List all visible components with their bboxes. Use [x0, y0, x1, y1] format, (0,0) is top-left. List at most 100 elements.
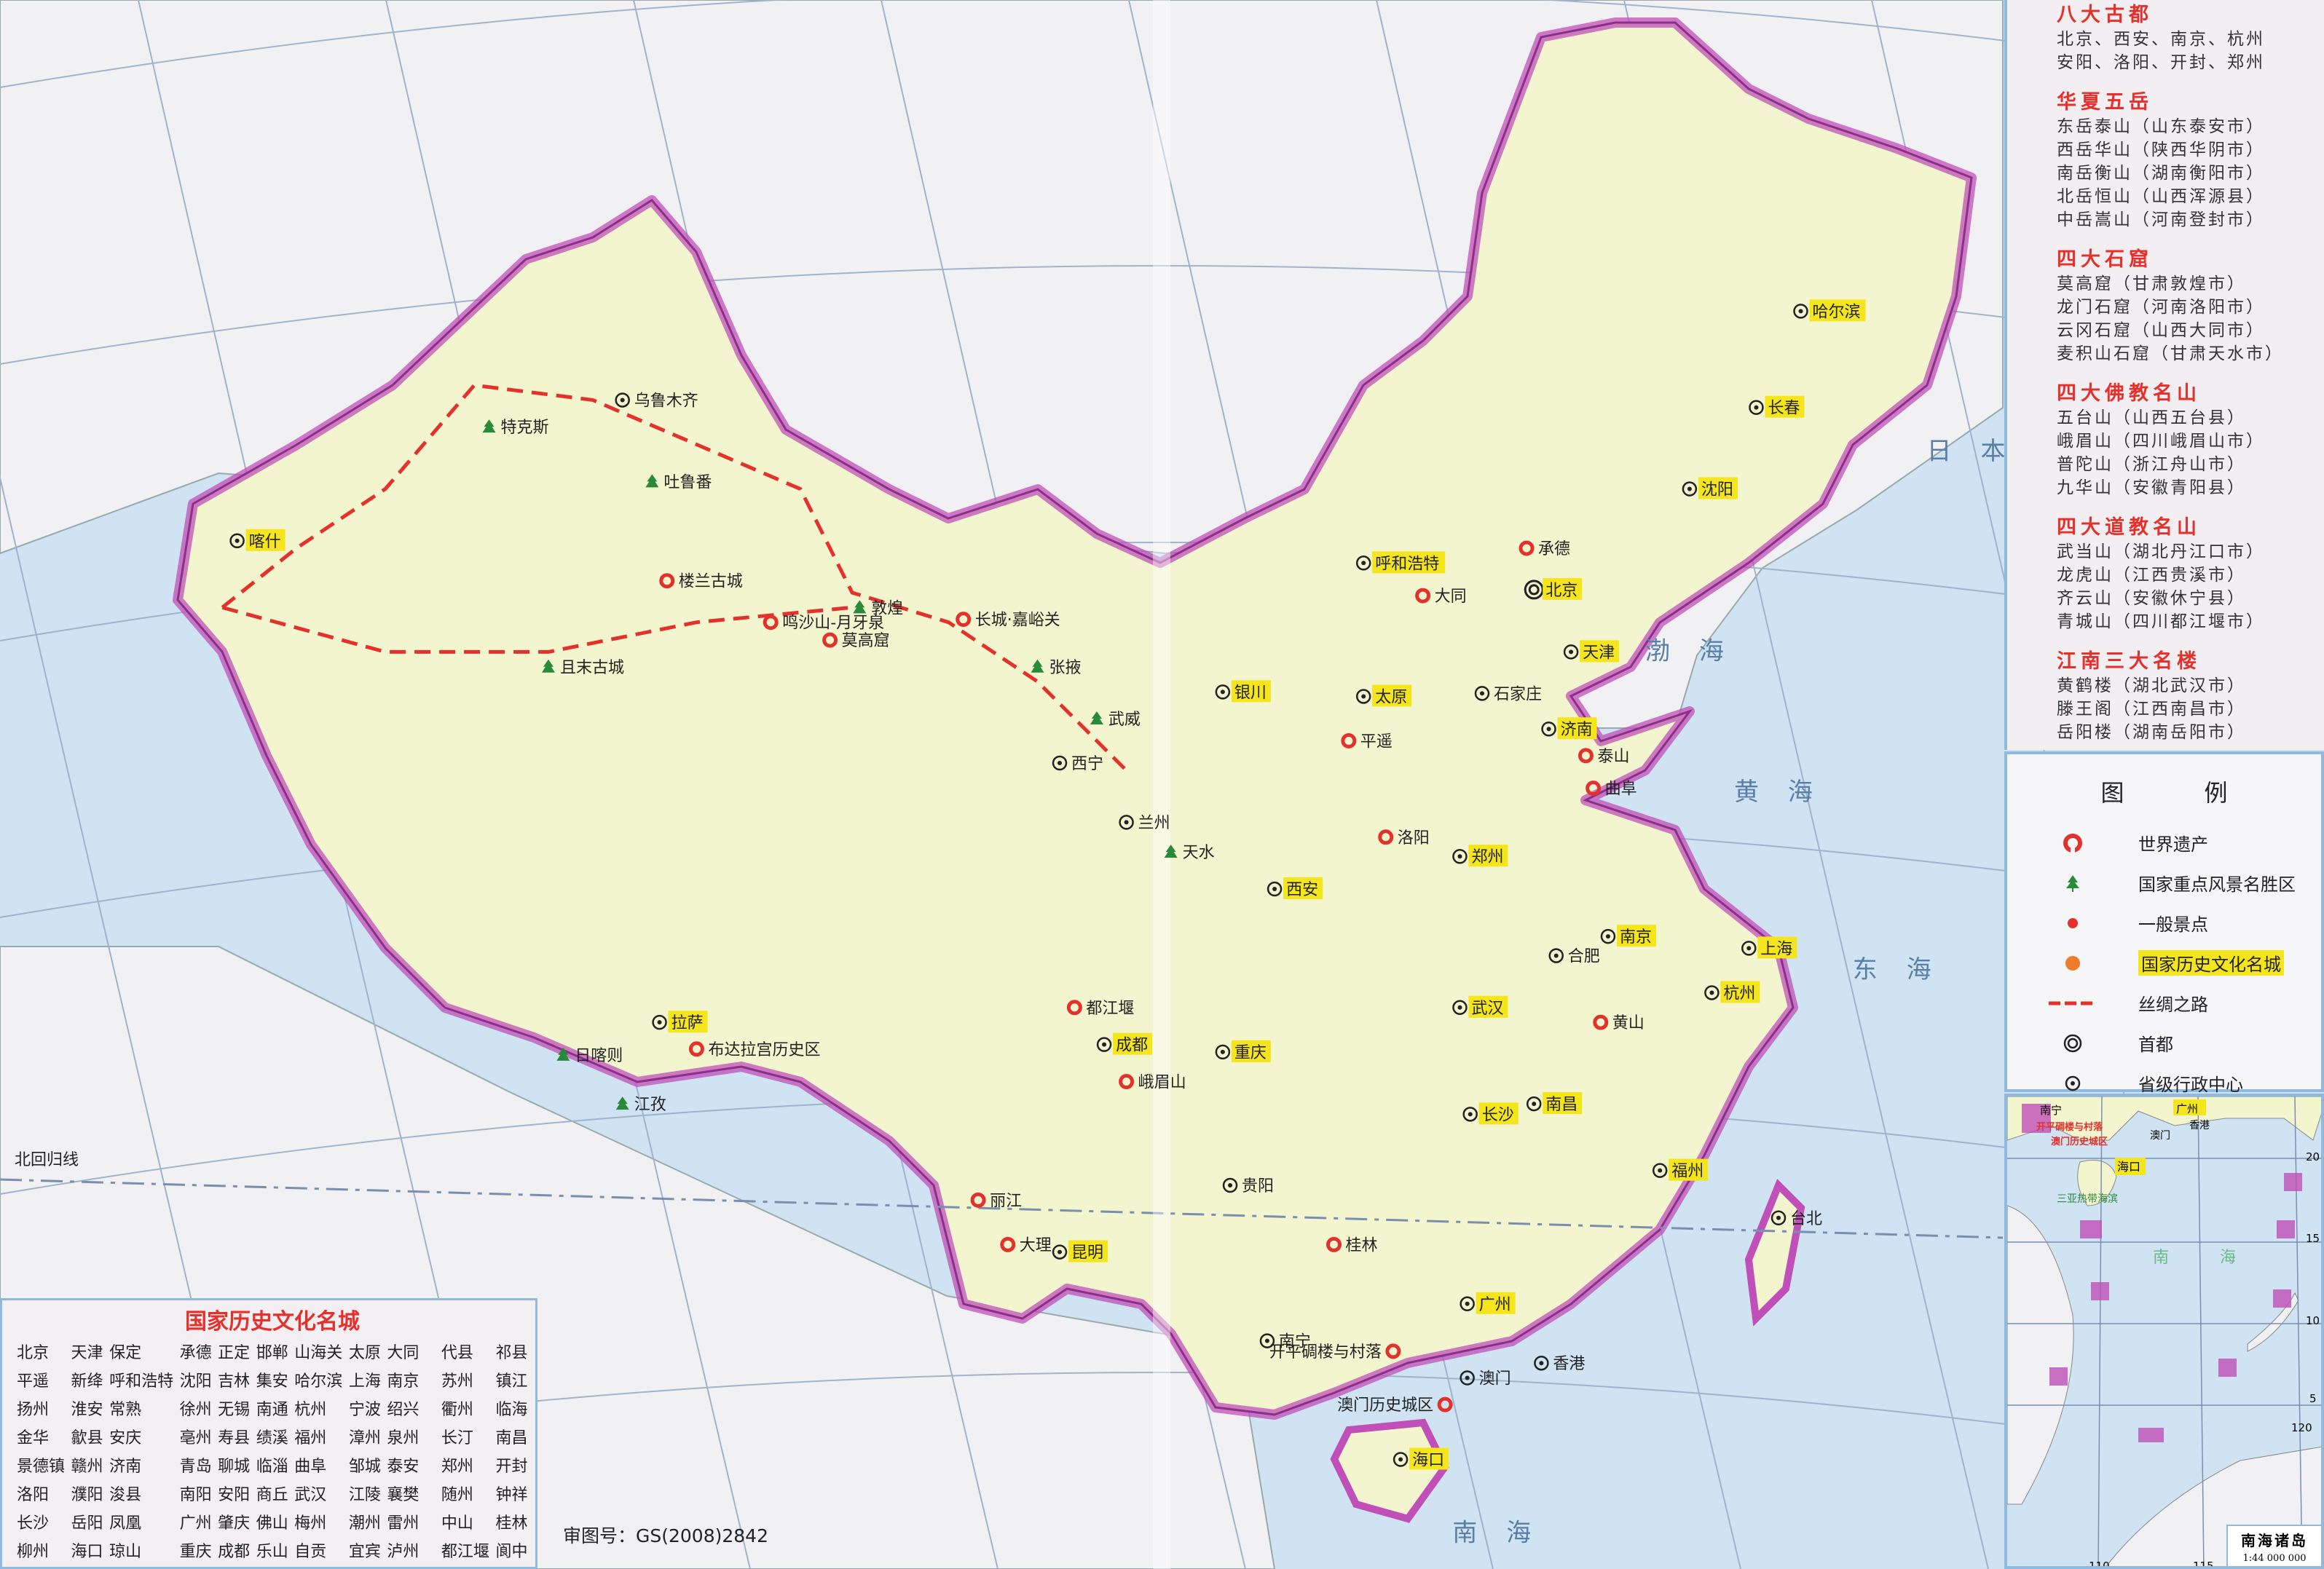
historic-city: 安阳 [218, 1486, 251, 1504]
historic-city: 福州 [294, 1429, 327, 1447]
map-approval-number: 审图号：GS(2008)2842 [563, 1525, 768, 1546]
inset-label-south-sea: 南海 [2153, 1249, 2287, 1267]
historic-city: 桂林 [495, 1514, 528, 1533]
site-label: 承德 [1538, 540, 1570, 558]
site-label: 丽江 [990, 1192, 1022, 1210]
panel-section-title: 华夏五岳 [2057, 91, 2153, 114]
historic-city: 佛山 [256, 1514, 288, 1533]
tropic-label: 北回归线 [15, 1151, 79, 1169]
city-highlight [1698, 477, 1738, 499]
city-label: 太原 [1375, 688, 1407, 706]
city-highlight [1476, 1292, 1516, 1314]
provincial-capital-icon [1452, 1000, 1468, 1016]
scenic-area-tree-icon [853, 600, 867, 614]
panel-item: 北京、西安、南京、杭州 [2057, 30, 2265, 49]
inset-map: 南宁 广州 开平碉楼与村落 澳门历史城区 澳门 香港 海口 三亚热带海滨 南海 … [2007, 1096, 2321, 1569]
panel-item: 龙虎山（江西贵溪市） [2057, 566, 2246, 585]
provincial-capital-icon [1534, 1355, 1549, 1371]
south-china-sea-inset: 南宁 广州 开平碉楼与村落 澳门历史城区 澳门 香港 海口 三亚热带海滨 南海 … [2004, 1094, 2324, 1569]
world-heritage-icon [1586, 780, 1602, 797]
historic-city: 广州 [179, 1514, 212, 1533]
historic-city: 洛阳 [17, 1486, 50, 1504]
provincial-capital-icon [1215, 684, 1231, 700]
inset-label-macau: 澳门 [2150, 1130, 2170, 1142]
historic-city: 岳阳 [71, 1514, 103, 1533]
panel-item: 安阳、洛阳、开封、郑州 [2057, 53, 2265, 72]
panel-item: 黄鹤楼（湖北武汉市） [2057, 676, 2246, 695]
historic-cities-title: 国家历史文化名城 [185, 1309, 360, 1335]
city-highlight [1580, 640, 1620, 663]
legend-item: 世界遗产 [2007, 823, 2321, 863]
historic-city: 浚县 [109, 1486, 142, 1504]
panel-item: 九华山（安徽青阳县） [2057, 478, 2246, 497]
site-label: 峨眉山 [1138, 1074, 1186, 1092]
city-highlight [245, 529, 285, 551]
historic-city: 南阳 [179, 1486, 212, 1504]
site-label: 泰山 [1597, 748, 1629, 766]
world-heritage-icon [970, 1192, 986, 1208]
site-label: 黄山 [1612, 1014, 1644, 1032]
historic-city: 阆中 [495, 1543, 528, 1561]
city-highlight [1409, 1447, 1449, 1470]
city-label: 济南 [1561, 721, 1593, 739]
historic-city: 杭州 [294, 1401, 327, 1419]
historic-city: 衢州 [441, 1401, 473, 1419]
panel-section: 江南三大名楼 黄鹤楼（湖北武汉市） 滕王阁（江西南昌市） 岳阳楼（湖南岳阳市） [2057, 649, 2324, 744]
panel-item: 武当山（湖北丹江口市） [2057, 542, 2265, 561]
scenic-area-tree-icon [556, 1047, 570, 1061]
inset-scale: 1:44 000 000 [2242, 1553, 2307, 1564]
provincial-capital-icon [1749, 400, 1764, 415]
inset-tick: 10 [2306, 1314, 2320, 1327]
historic-city: 泉州 [387, 1429, 419, 1447]
provincial-capital-icon [1052, 1244, 1068, 1260]
city-highlight [1543, 1092, 1583, 1115]
provincial-capital-icon [1793, 304, 1808, 319]
historic-city: 大同 [387, 1344, 419, 1362]
provincial-capital-icon [652, 1014, 667, 1030]
inset-tick: 110 [2089, 1560, 2110, 1569]
panel-item: 云冈石窟（山西大同市） [2057, 321, 2265, 340]
city-label: 南昌 [1545, 1096, 1577, 1114]
world-heritage-icon [1378, 829, 1394, 845]
historic-city: 潮州 [348, 1514, 381, 1533]
panel-item: 中岳嵩山（河南登封市） [2057, 210, 2265, 229]
provincial-capital-icon [1563, 644, 1579, 660]
panel-item: 莫高窟（甘肃敦煌市） [2057, 274, 2246, 293]
historic-city: 长沙 [17, 1514, 50, 1533]
legend-label: 省级行政中心 [2138, 1075, 2243, 1095]
legend-label: 国家重点风景名胜区 [2138, 874, 2296, 895]
legend-item: 国家历史文化名城 [2007, 943, 2321, 983]
city-highlight [1372, 551, 1446, 574]
panel-section: 四大石窟 莫高窟（甘肃敦煌市） 龙门石窟（河南洛阳市） 云冈石窟（山西大同市） 麦积山石… [2057, 248, 2324, 365]
capital-icon [2007, 1032, 2138, 1054]
inset-title: 南海诸岛 [2241, 1532, 2308, 1549]
site-label: 且末古城 [560, 659, 624, 677]
historic-city: 自贡 [294, 1543, 327, 1561]
legend-item: 丝绸之路 [2007, 983, 2321, 1023]
provincial-capital-icon [1393, 1452, 1409, 1467]
city-label: 银川 [1234, 684, 1267, 702]
inset-label-hongkong: 香港 [2189, 1120, 2210, 1131]
sea-label: 南海 [1452, 1518, 1560, 1547]
city-label: 重庆 [1234, 1044, 1267, 1062]
historic-city: 金华 [17, 1429, 50, 1447]
inset-tick: 5 [2309, 1392, 2317, 1405]
city-label: 长春 [1768, 400, 1800, 418]
historic-city: 绩溪 [256, 1429, 288, 1447]
site-label: 张掖 [1049, 659, 1082, 677]
scenic-area-tree-icon [2007, 872, 2138, 894]
scenic-area-tree-icon [1031, 659, 1044, 673]
legend: 图例 世界遗产 国家重点风景名胜区 一般景点 国家历史文化名城 丝绸之路 首都 省级行政中心 [2004, 751, 2324, 1095]
historic-city: 肇庆 [218, 1514, 251, 1533]
provincial-capital-icon [1355, 556, 1371, 571]
site-label: 日喀则 [575, 1047, 623, 1065]
site-label: 开平碉楼与村落 [1269, 1343, 1382, 1361]
panel-item: 龙门石窟（河南洛阳市） [2057, 298, 2265, 317]
city-label: 福州 [1671, 1163, 1703, 1181]
provincial-capital-icon [1600, 928, 1616, 944]
inset-label-macau-historic: 澳门历史城区 [2051, 1136, 2108, 1147]
city-label: 乌鲁木齐 [634, 392, 698, 410]
panel-section-title: 八大古都 [2057, 4, 2153, 26]
provincial-capital-icon [1704, 985, 1720, 1000]
city-label: 长沙 [1482, 1106, 1514, 1124]
